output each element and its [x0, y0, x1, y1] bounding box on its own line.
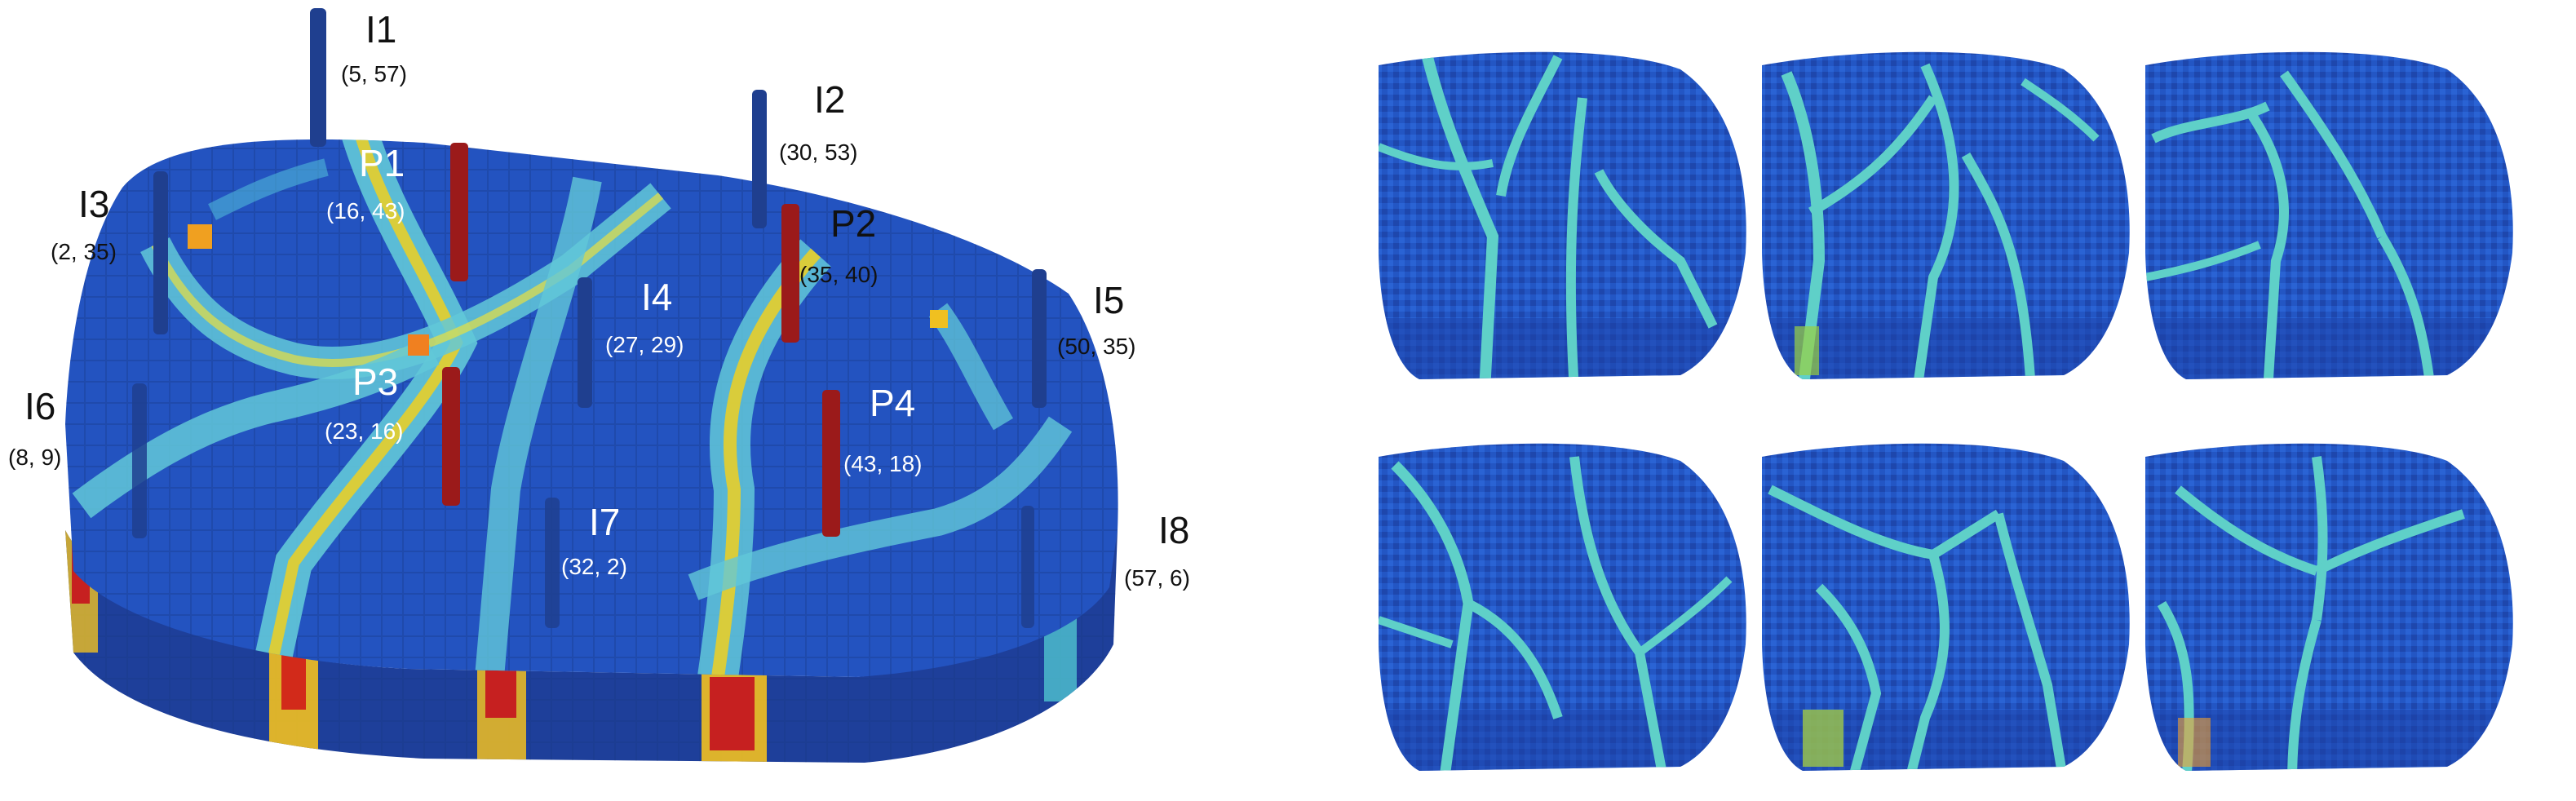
injector-well-I7 — [545, 498, 560, 628]
label-I6-coords: (8, 9) — [8, 445, 61, 470]
label-I6-name: I6 — [24, 385, 55, 427]
label-I4-coords: (27, 29) — [605, 332, 684, 357]
label-P1-name: P1 — [359, 142, 405, 184]
label-I3-name: I3 — [78, 183, 109, 225]
producer-well-P3 — [442, 367, 460, 506]
label-P3-name: P3 — [352, 361, 398, 403]
injector-well-I1 — [310, 8, 326, 147]
realization-panel-2 — [1762, 51, 2130, 379]
injector-well-I4 — [578, 277, 592, 408]
producer-well-P4 — [822, 390, 840, 537]
label-I1-name: I1 — [365, 8, 396, 51]
label-I5-name: I5 — [1093, 279, 1124, 321]
injector-well-I8 — [1021, 506, 1034, 628]
label-P2-name: P2 — [830, 202, 876, 245]
label-I7-coords: (32, 2) — [561, 554, 627, 579]
label-P4-coords: (43, 18) — [843, 451, 923, 476]
label-I8-coords: (57, 6) — [1124, 565, 1190, 591]
label-I5-coords: (50, 35) — [1057, 334, 1136, 359]
injector-well-I6 — [132, 383, 147, 538]
injector-well-I5 — [1032, 269, 1047, 408]
realization-panel-1 — [1379, 51, 1746, 379]
well-labels: I1 (5, 57) I2 (30, 53) I3 (2, 35) I4 (27… — [8, 8, 1190, 591]
label-I3-coords: (2, 35) — [51, 239, 117, 264]
label-I2-name: I2 — [814, 78, 845, 121]
producer-well-P1 — [450, 143, 468, 281]
label-P3-coords: (23, 16) — [325, 418, 404, 444]
realization-panel-6 — [2145, 443, 2513, 771]
label-I1-coords: (5, 57) — [341, 61, 407, 86]
label-I4-name: I4 — [641, 276, 672, 318]
label-I8-name: I8 — [1158, 509, 1189, 551]
injector-well-I2 — [752, 90, 767, 228]
label-I2-coords: (30, 53) — [779, 139, 858, 165]
realizations-grid — [1379, 51, 2513, 771]
wells — [132, 8, 1047, 628]
label-P2-coords: (35, 40) — [799, 262, 879, 287]
realization-panel-3 — [2145, 51, 2513, 379]
injector-well-I3 — [153, 171, 168, 334]
reservoir-top-surface — [65, 139, 1118, 677]
label-I7-name: I7 — [589, 501, 620, 543]
realization-panel-4 — [1379, 443, 1746, 771]
realization-panel-5 — [1762, 443, 2130, 771]
producer-well-P2 — [781, 204, 799, 343]
label-P4-name: P4 — [870, 382, 915, 424]
reservoir-model — [65, 139, 1118, 763]
label-P1-coords: (16, 43) — [326, 198, 405, 223]
